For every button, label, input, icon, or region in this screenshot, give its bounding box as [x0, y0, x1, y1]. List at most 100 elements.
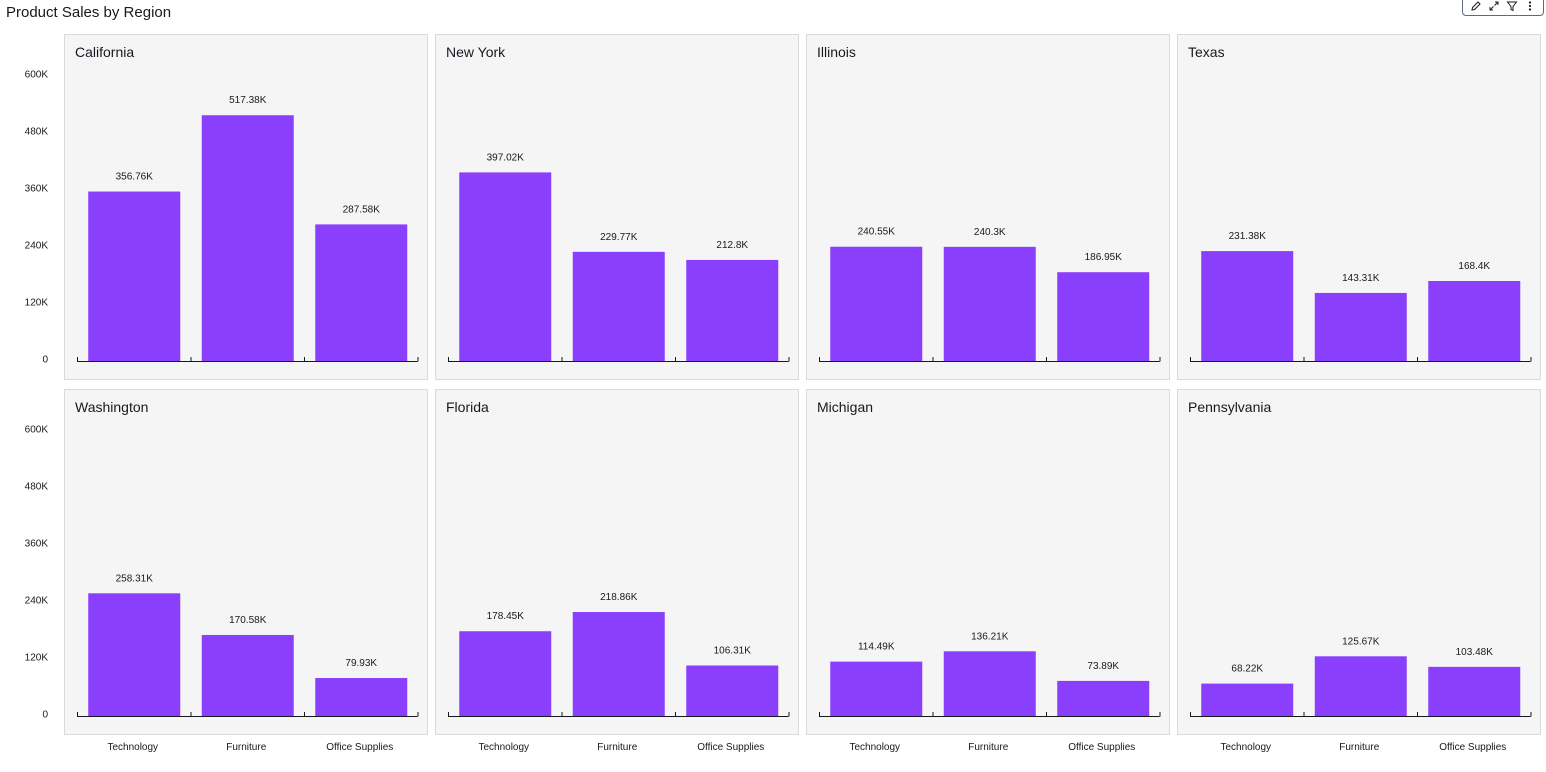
bar[interactable]: [1314, 292, 1407, 361]
x-tick-label: Office Supplies: [1068, 742, 1136, 753]
visual-toolbar: [1462, 0, 1544, 16]
y-tick-label: 360K: [24, 183, 48, 195]
region-panel: New York 397.02K 229.77K 212.8K: [435, 34, 799, 380]
y-tick-label: 600K: [24, 69, 48, 81]
panel-bar-chart: 178.45K 218.86K 106.31K: [448, 592, 790, 717]
bar[interactable]: [315, 678, 408, 716]
data-label: 212.8K: [716, 240, 748, 251]
data-label: 114.49K: [858, 642, 895, 653]
bar[interactable]: [459, 631, 552, 716]
region-panel: Texas 231.38K 143.31K 168.4K: [1177, 34, 1541, 380]
x-tick-label: Office Supplies: [326, 742, 394, 753]
x-tick-label: Technology: [107, 742, 159, 753]
page-title: Product Sales by Region: [6, 4, 172, 21]
panel-bar-chart: 356.76K 517.38K 287.58K: [77, 95, 419, 362]
bar[interactable]: [88, 593, 181, 716]
data-label: 229.77K: [600, 232, 638, 243]
data-label: 186.95K: [1085, 252, 1123, 263]
data-label: 240.55K: [858, 227, 896, 238]
bar[interactable]: [1428, 281, 1521, 361]
x-tick-label: Office Supplies: [697, 742, 765, 753]
bar[interactable]: [201, 115, 294, 361]
y-tick-label: 120K: [24, 652, 48, 664]
y-tick-label: 240K: [24, 240, 48, 252]
panel-bar-chart: 258.31K 170.58K 79.93K: [77, 573, 419, 717]
bar[interactable]: [943, 246, 1036, 361]
x-tick-label: Office Supplies: [1439, 742, 1507, 753]
bar[interactable]: [1314, 656, 1407, 716]
data-label: 258.31K: [116, 573, 154, 584]
x-tick-label: Technology: [1220, 742, 1272, 753]
bar[interactable]: [315, 224, 408, 361]
bar[interactable]: [1428, 666, 1521, 716]
data-label: 136.21K: [971, 631, 1009, 642]
data-label: 143.31K: [1342, 273, 1380, 284]
region-panel: Illinois 240.55K 240.3K 186.95K: [806, 34, 1170, 380]
bar[interactable]: [830, 661, 923, 716]
bar[interactable]: [686, 259, 779, 361]
more-vertical-icon[interactable]: [1523, 0, 1537, 12]
x-tick-label: Furniture: [968, 742, 1009, 753]
y-tick-label: 240K: [24, 595, 48, 607]
region-panel: Michigan 114.49K 136.21K 73.89K: [806, 389, 1170, 735]
panel-title: Washington: [75, 399, 149, 415]
data-label: 178.45K: [487, 611, 525, 622]
y-tick-label: 0: [42, 709, 48, 721]
data-label: 517.38K: [229, 95, 267, 106]
region-panel: Florida 178.45K 218.86K 106.31K: [435, 389, 799, 735]
data-label: 397.02K: [487, 152, 525, 163]
data-label: 240.3K: [974, 227, 1006, 238]
y-tick-label: 600K: [24, 424, 48, 436]
panel-title: Pennsylvania: [1188, 399, 1272, 415]
x-tick-label: Furniture: [1339, 742, 1380, 753]
x-tick-label: Technology: [478, 742, 530, 753]
panel-bar-chart: 68.22K 125.67K 103.48K: [1190, 636, 1532, 717]
bar[interactable]: [572, 612, 665, 716]
bar[interactable]: [1201, 251, 1294, 361]
data-label: 73.89K: [1087, 661, 1119, 672]
bar[interactable]: [830, 246, 923, 361]
panel-title: California: [75, 44, 135, 60]
data-label: 356.76K: [116, 172, 154, 183]
panel-title: Florida: [446, 399, 489, 415]
panel-bar-chart: 114.49K 136.21K 73.89K: [819, 631, 1161, 717]
y-tick-label: 360K: [24, 538, 48, 550]
data-label: 287.58K: [343, 204, 381, 215]
panel-title: Michigan: [817, 399, 874, 415]
bar[interactable]: [943, 651, 1036, 716]
bar[interactable]: [1201, 683, 1294, 716]
panel-bar-chart: 231.38K 143.31K 168.4K: [1190, 231, 1532, 362]
y-tick-label: 480K: [24, 481, 48, 493]
bar[interactable]: [201, 634, 294, 716]
data-label: 170.58K: [229, 615, 267, 626]
panel-title: New York: [446, 44, 506, 60]
panel-bar-chart: 240.55K 240.3K 186.95K: [819, 227, 1161, 362]
region-panel: California 356.76K 517.38K 287.58K: [64, 34, 428, 380]
data-label: 103.48K: [1456, 647, 1494, 658]
data-label: 68.22K: [1231, 664, 1263, 675]
expand-icon[interactable]: [1487, 0, 1501, 12]
panel-title: Texas: [1188, 44, 1225, 60]
bar[interactable]: [1057, 272, 1150, 361]
data-label: 231.38K: [1229, 231, 1267, 242]
y-tick-label: 0: [42, 354, 48, 366]
bar[interactable]: [88, 191, 181, 361]
bar[interactable]: [572, 251, 665, 361]
bar[interactable]: [686, 665, 779, 716]
x-tick-label: Technology: [849, 742, 901, 753]
bar[interactable]: [459, 172, 552, 361]
data-label: 106.31K: [714, 646, 752, 657]
bar[interactable]: [1057, 680, 1150, 716]
panel-bar-chart: 397.02K 229.77K 212.8K: [448, 152, 790, 362]
x-tick-label: Furniture: [226, 742, 267, 753]
pencil-icon[interactable]: [1469, 0, 1483, 12]
data-label: 218.86K: [600, 592, 638, 603]
data-label: 125.67K: [1342, 636, 1380, 647]
region-panel: Pennsylvania 68.22K 125.67K 103.48K: [1177, 389, 1541, 735]
x-tick-label: Furniture: [597, 742, 638, 753]
y-tick-label: 480K: [24, 126, 48, 138]
data-label: 79.93K: [345, 658, 377, 669]
data-label: 168.4K: [1458, 261, 1490, 272]
region-panel: Washington 258.31K 170.58K 79.93K: [64, 389, 428, 735]
filter-icon[interactable]: [1505, 0, 1519, 12]
